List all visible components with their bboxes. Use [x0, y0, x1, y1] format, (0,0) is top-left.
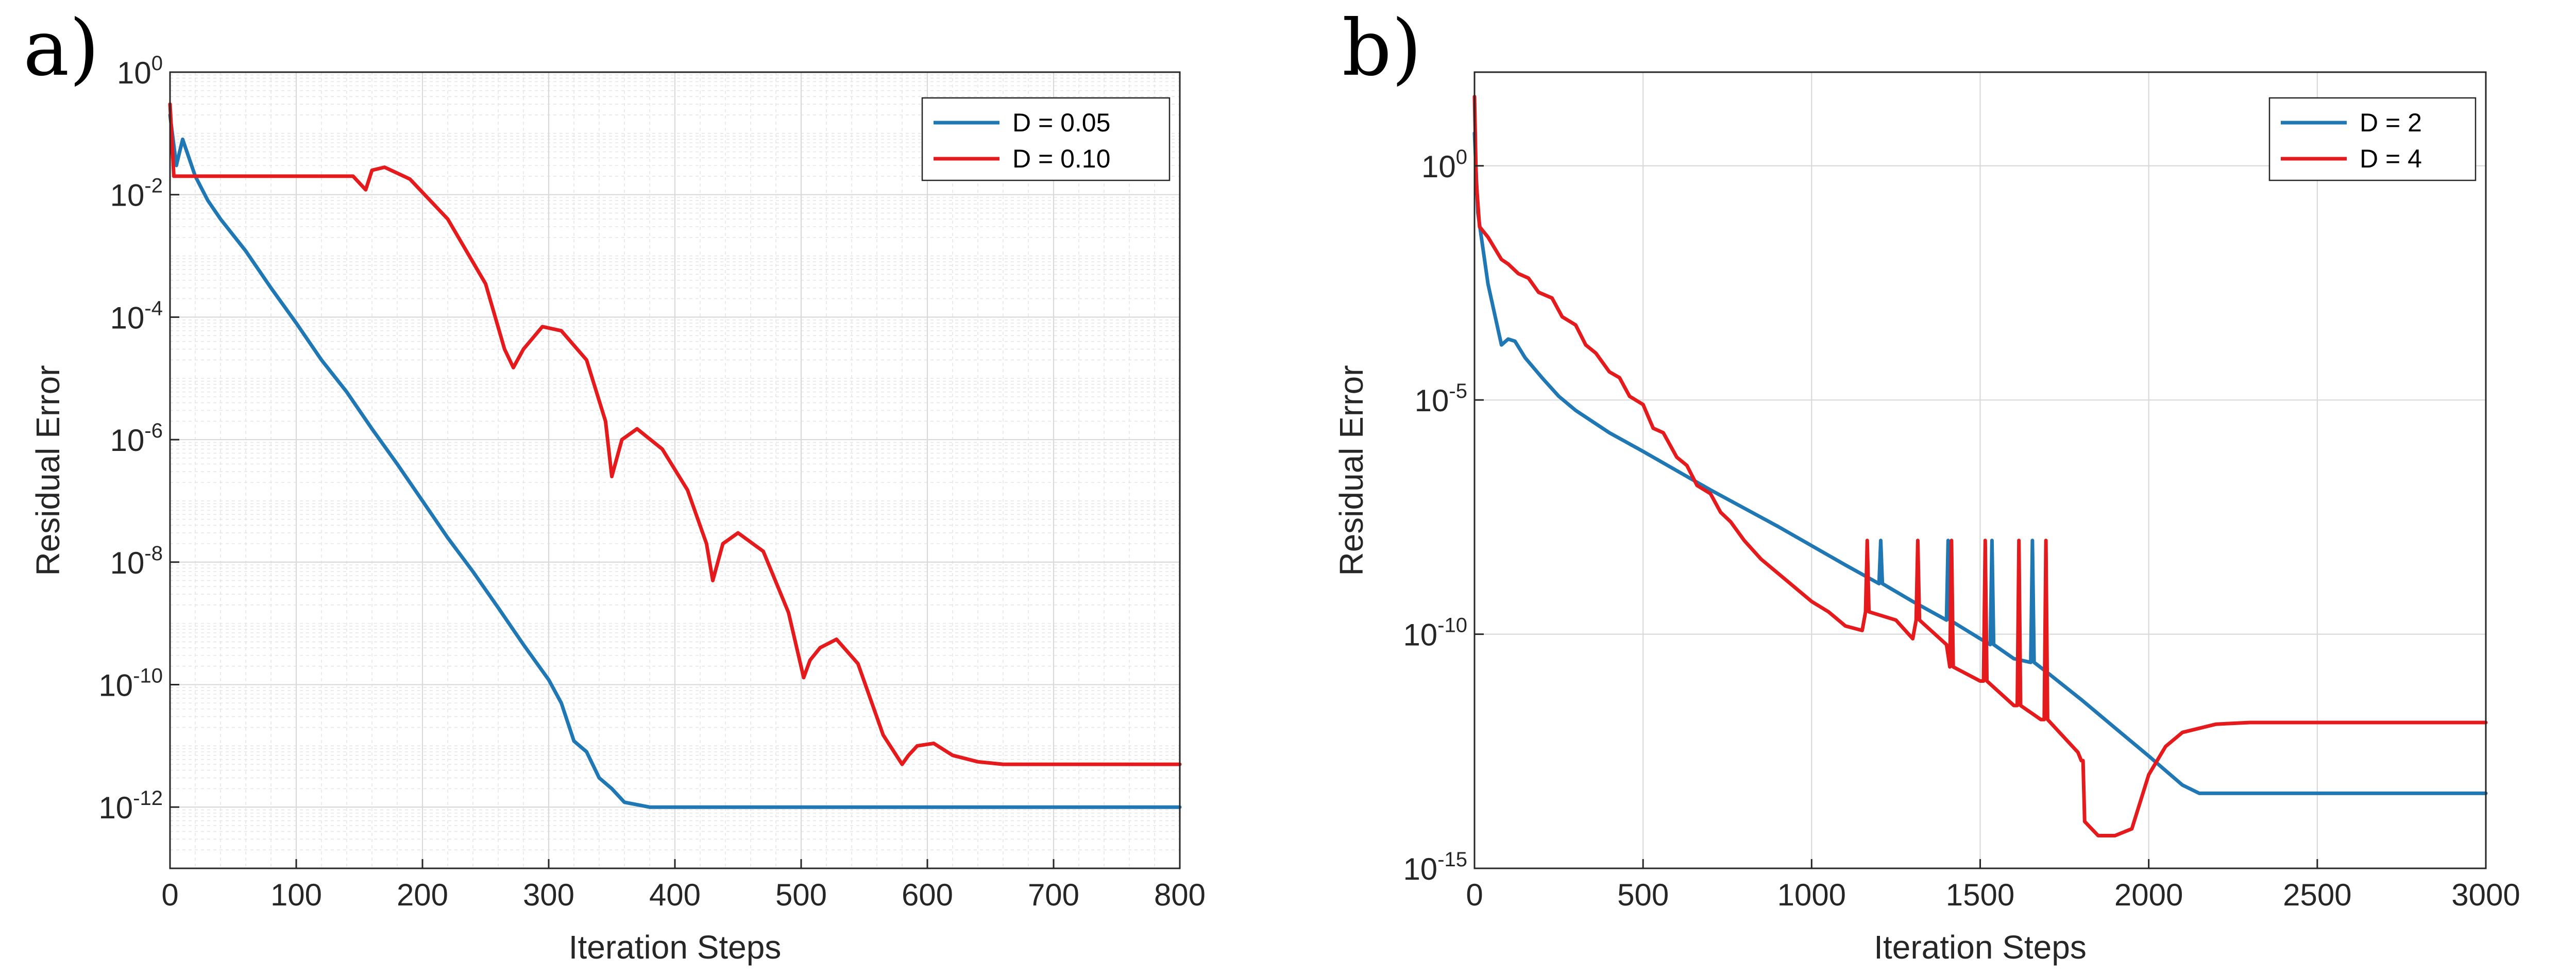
y-tick-label: 10-15: [1403, 848, 1467, 886]
x-tick-label: 3000: [2451, 878, 2520, 912]
x-axis-label: Iteration Steps: [569, 929, 782, 966]
legend: D = 0.05 D = 0.10: [921, 97, 1171, 181]
series-line-2: [168, 102, 1182, 766]
y-tick-label: 10-8: [110, 542, 163, 580]
y-tick-label: 10-6: [110, 419, 163, 458]
x-tick-label: 2000: [2114, 878, 2183, 912]
x-tick-label: 200: [397, 878, 448, 912]
legend: D = 2 D = 4: [2268, 97, 2477, 181]
series-line-1: [1472, 131, 2488, 795]
x-tick-label: 700: [1028, 878, 1079, 912]
x-tick-label: 0: [161, 878, 178, 912]
y-tick-label: 100: [1421, 146, 1467, 184]
x-tick-label: 2500: [2283, 878, 2351, 912]
series-line-2: [1472, 95, 2488, 837]
y-tick-label: 100: [117, 52, 163, 90]
y-tick-label: 10-2: [110, 175, 163, 213]
panel-label-a: a): [23, 4, 99, 93]
y-tick-label: 10-10: [98, 664, 163, 702]
x-tick-label: 1500: [1946, 878, 2014, 912]
legend-label-2: D = 0.10: [1012, 144, 1110, 173]
series-line-1: [168, 113, 1182, 809]
x-tick-label: 0: [1466, 878, 1483, 912]
chart-panel-a: 0 100 200 300 400 500 600 700 800 10-12 10-10 10-8 1…: [29, 52, 1206, 966]
legend-box: [2268, 97, 2477, 181]
x-tick-label: 500: [1617, 878, 1669, 912]
y-tick-label: 10-10: [1403, 614, 1467, 652]
x-tick-label: 600: [902, 878, 953, 912]
x-tick-label: 800: [1154, 878, 1206, 912]
x-tick-label: 1000: [1777, 878, 1846, 912]
legend-label-2: D = 4: [2360, 144, 2422, 173]
y-tick-label: 10-12: [98, 787, 163, 825]
y-axis-label: Residual Error: [1333, 365, 1370, 576]
panel-label-b: b): [1342, 4, 1422, 93]
chart-panel-b: 0 500 1000 1500 2000 2500 3000 10-15 10-10 10-5 10…: [1333, 71, 2520, 966]
x-tick-label: 300: [523, 878, 574, 912]
legend-box: [921, 97, 1171, 181]
x-axis-label: Iteration Steps: [1874, 929, 2087, 966]
y-tick-label: 10-4: [110, 297, 163, 335]
y-axis-label: Residual Error: [29, 365, 66, 576]
y-tick-label: 10-5: [1415, 380, 1467, 418]
legend-label-1: D = 0.05: [1012, 108, 1110, 137]
x-tick-label: 100: [270, 878, 322, 912]
x-tick-label: 500: [775, 878, 827, 912]
x-tick-label: 400: [649, 878, 701, 912]
legend-label-1: D = 2: [2360, 108, 2422, 137]
